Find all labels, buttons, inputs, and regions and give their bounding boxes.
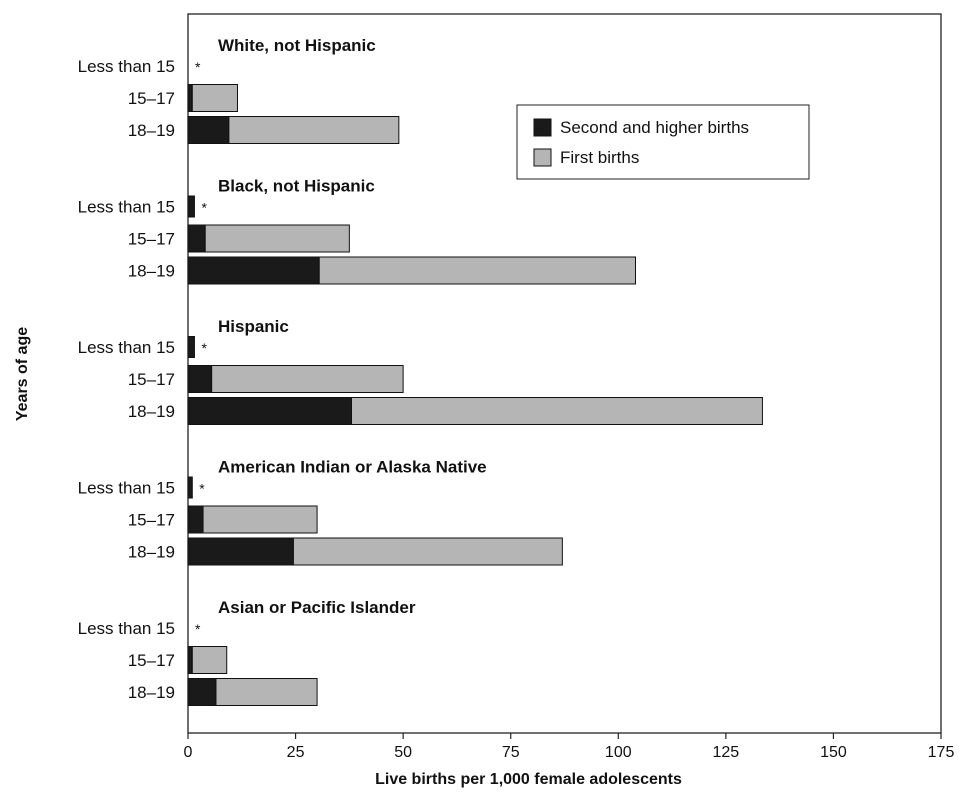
bar-second-births [187, 646, 193, 674]
bar-first-births [191, 84, 238, 112]
category-label: 15–17 [128, 651, 175, 670]
star-marker: * [199, 481, 205, 497]
bar-second-births [187, 476, 193, 499]
category-label: Less than 15 [78, 338, 175, 357]
category-label: 15–17 [128, 230, 175, 249]
category-label: 18–19 [128, 121, 175, 140]
legend-label: First births [560, 148, 639, 167]
x-tick-label: 125 [713, 744, 740, 761]
y-axis-title: Years of age [14, 327, 31, 421]
group-title-0: White, not Hispanic [218, 36, 376, 55]
bar-second-births [187, 224, 206, 253]
bar-second-births [187, 537, 294, 566]
legend-swatch [533, 148, 552, 167]
x-tick-label: 25 [287, 744, 305, 761]
bar-first-births [351, 397, 763, 425]
star-marker: * [195, 621, 201, 637]
bar-second-births [187, 116, 230, 144]
bar-first-births [204, 224, 350, 253]
category-label: 18–19 [128, 543, 175, 562]
bar-first-births [228, 116, 400, 144]
group-title-3: American Indian or Alaska Native [218, 458, 487, 477]
x-axis-title: Live births per 1,000 female adolescents [375, 771, 682, 788]
legend-label: Second and higher births [560, 118, 749, 137]
star-marker: * [201, 340, 207, 356]
bar-first-births [215, 678, 318, 706]
group-title-1: Black, not Hispanic [218, 177, 375, 196]
category-label: 18–19 [128, 683, 175, 702]
category-label: 18–19 [128, 262, 175, 281]
x-tick-label: 50 [394, 744, 412, 761]
bar-first-births [191, 646, 228, 674]
category-label: Less than 15 [78, 479, 175, 498]
bar-second-births [187, 365, 213, 393]
bar-second-births [187, 505, 204, 534]
x-tick-label: 150 [820, 744, 847, 761]
star-marker: * [201, 200, 207, 216]
category-label: Less than 15 [78, 57, 175, 76]
star-marker: * [195, 59, 201, 75]
bar-second-births [187, 195, 195, 218]
group-title-4: Asian or Pacific Islander [218, 598, 416, 617]
bar-first-births [292, 537, 563, 566]
bar-first-births [318, 256, 636, 285]
x-tick-label: 0 [184, 744, 193, 761]
category-label: 15–17 [128, 511, 175, 530]
bar-second-births [187, 336, 195, 358]
category-label: 15–17 [128, 89, 175, 108]
category-label: 15–17 [128, 370, 175, 389]
category-label: Less than 15 [78, 619, 175, 638]
x-tick-label: 75 [502, 744, 520, 761]
legend-swatch [533, 118, 552, 137]
category-label: Less than 15 [78, 198, 175, 217]
bar-second-births [187, 678, 217, 706]
x-tick-label: 175 [928, 744, 955, 761]
bar-second-births [187, 397, 353, 425]
bar-second-births [187, 84, 193, 112]
x-tick-label: 100 [605, 744, 632, 761]
group-title-2: Hispanic [218, 317, 289, 336]
bar-first-births [202, 505, 318, 534]
category-label: 18–19 [128, 402, 175, 421]
legend-box [516, 104, 810, 180]
bar-first-births [211, 365, 404, 393]
bar-second-births [187, 256, 320, 285]
